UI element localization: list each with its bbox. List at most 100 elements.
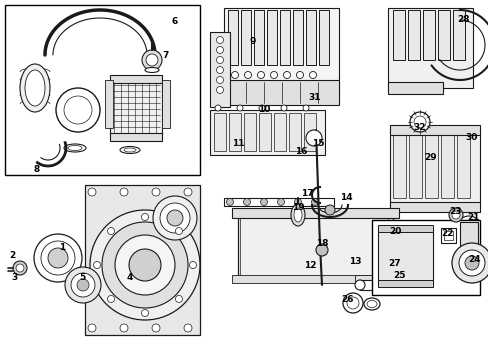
Ellipse shape (290, 204, 305, 226)
Bar (389, 202, 479, 212)
Bar (253, 10, 264, 65)
Bar (273, 113, 285, 151)
Circle shape (216, 77, 223, 84)
Text: 19: 19 (291, 203, 304, 212)
Text: 9: 9 (249, 37, 256, 46)
Circle shape (346, 297, 358, 309)
Bar (5, 5, 200, 175)
Bar (440, 133, 453, 198)
Text: 1: 1 (59, 243, 65, 252)
Bar (371, 220, 479, 295)
Circle shape (277, 198, 284, 206)
Text: 31: 31 (308, 94, 321, 103)
Text: 26: 26 (341, 296, 353, 305)
Bar (110, 80, 162, 135)
Circle shape (90, 210, 200, 320)
Bar (389, 125, 479, 135)
Circle shape (65, 267, 101, 303)
Text: 3: 3 (12, 274, 18, 283)
Circle shape (13, 261, 27, 275)
Circle shape (216, 86, 223, 94)
Ellipse shape (293, 208, 302, 222)
Bar (407, 10, 419, 60)
Circle shape (384, 255, 400, 271)
Circle shape (88, 188, 96, 196)
Circle shape (215, 105, 221, 111)
Bar (214, 113, 225, 151)
Circle shape (71, 273, 95, 297)
Text: 14: 14 (339, 194, 351, 202)
Bar (244, 113, 256, 151)
Bar (387, 82, 442, 94)
Text: 7: 7 (163, 50, 169, 59)
Bar (209, 32, 229, 107)
Text: 20: 20 (388, 228, 400, 237)
Text: 16: 16 (294, 148, 306, 157)
Polygon shape (85, 185, 200, 335)
Circle shape (216, 46, 223, 54)
Bar (318, 10, 328, 65)
Bar (392, 133, 405, 198)
Circle shape (152, 188, 160, 196)
Text: 13: 13 (348, 257, 361, 266)
Bar (162, 80, 170, 128)
Circle shape (141, 310, 148, 316)
Bar (304, 113, 315, 151)
Bar (280, 10, 289, 65)
Circle shape (257, 72, 264, 78)
Circle shape (283, 72, 290, 78)
Circle shape (175, 228, 182, 235)
Circle shape (216, 57, 223, 63)
Bar (105, 80, 113, 128)
Circle shape (41, 241, 75, 275)
Text: 32: 32 (413, 123, 426, 132)
Circle shape (216, 67, 223, 73)
Circle shape (183, 324, 192, 332)
Circle shape (409, 112, 429, 132)
Circle shape (167, 210, 183, 226)
Circle shape (120, 324, 128, 332)
Circle shape (243, 198, 250, 206)
Text: 4: 4 (126, 274, 133, 283)
Ellipse shape (354, 280, 364, 290)
Text: 17: 17 (300, 189, 313, 198)
Bar (305, 10, 315, 65)
Circle shape (451, 243, 488, 283)
Bar (422, 10, 434, 60)
Text: 21: 21 (467, 213, 479, 222)
Circle shape (189, 261, 196, 269)
Ellipse shape (20, 64, 50, 112)
Text: 28: 28 (456, 15, 468, 24)
Circle shape (464, 256, 478, 270)
Bar (389, 130, 479, 205)
Circle shape (16, 264, 24, 272)
Circle shape (309, 72, 316, 78)
Bar (437, 10, 449, 60)
Circle shape (175, 296, 182, 302)
Circle shape (413, 116, 425, 128)
Circle shape (260, 198, 267, 206)
Circle shape (183, 188, 192, 196)
Circle shape (296, 72, 303, 78)
Circle shape (129, 249, 161, 281)
Circle shape (216, 36, 223, 44)
Circle shape (77, 279, 89, 291)
Circle shape (387, 258, 397, 268)
Bar (354, 275, 374, 283)
Bar (238, 213, 392, 278)
Bar (387, 8, 472, 88)
Bar (377, 228, 432, 283)
Text: 30: 30 (465, 134, 477, 143)
Circle shape (458, 250, 484, 276)
Bar (209, 110, 325, 155)
Circle shape (325, 205, 334, 215)
Text: 15: 15 (311, 139, 324, 148)
Bar (359, 280, 414, 290)
Bar (392, 10, 404, 60)
Circle shape (107, 228, 114, 235)
Text: 10: 10 (257, 105, 270, 114)
Circle shape (315, 244, 327, 256)
Text: 8: 8 (34, 166, 40, 175)
Circle shape (231, 72, 238, 78)
Text: 2: 2 (9, 251, 15, 260)
